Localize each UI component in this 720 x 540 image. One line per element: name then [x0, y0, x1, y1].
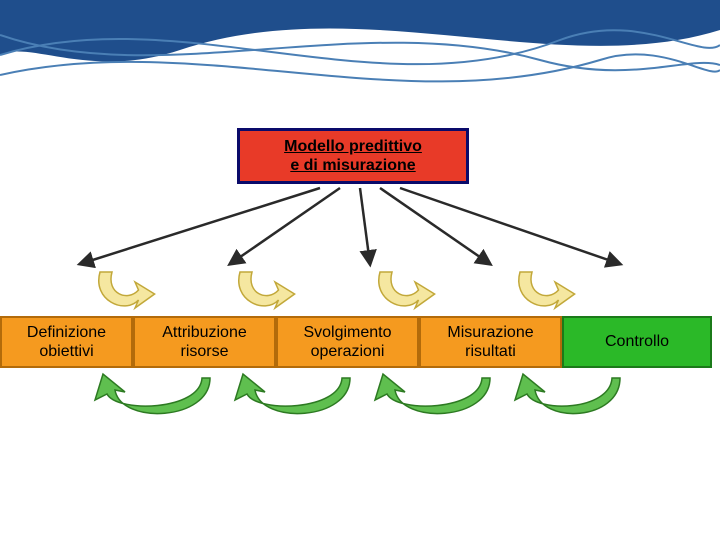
arrows-down [0, 186, 720, 276]
process-box-2: Svolgimento operazioni [276, 316, 419, 368]
process-box-4: Controllo [562, 316, 712, 368]
process-row: Definizione obiettiviAttribuzione risors… [0, 316, 720, 368]
model-title-text: Modello predittivo e di misurazione [284, 137, 422, 175]
process-box-3: Misurazione risultati [419, 316, 562, 368]
curl-arrows [0, 260, 720, 320]
process-box-0: Definizione obiettivi [0, 316, 133, 368]
header-waves [0, 0, 720, 120]
process-box-1: Attribuzione risorse [133, 316, 276, 368]
model-title-box: Modello predittivo e di misurazione [237, 128, 469, 184]
feedback-arrows [0, 372, 720, 452]
